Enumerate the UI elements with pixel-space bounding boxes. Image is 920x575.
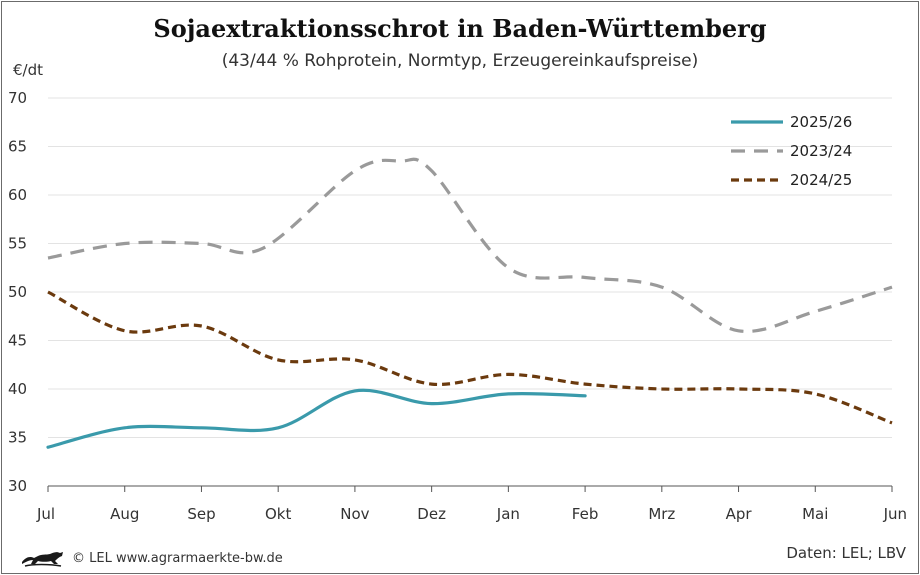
chart-subtitle: (43/44 % Rohprotein, Normtyp, Erzeugerei… bbox=[221, 51, 699, 71]
x-tick-label-Jan: Jan bbox=[496, 505, 520, 523]
y-axis-label: €/dt bbox=[13, 61, 43, 79]
y-tick-label-50: 50 bbox=[8, 283, 27, 301]
legend-label-2025-26: 2025/26 bbox=[790, 113, 852, 131]
y-tick-label-60: 60 bbox=[8, 186, 27, 204]
copyright-text: © LEL www.agrarmaerkte-bw.de bbox=[72, 550, 283, 566]
x-tick-label-Mrz: Mrz bbox=[648, 505, 675, 523]
series-line-2024-25 bbox=[47, 290, 893, 425]
grid-lines bbox=[48, 97, 892, 438]
y-tick-label-65: 65 bbox=[8, 138, 27, 156]
series-lines bbox=[46, 157, 893, 449]
series-line-2025-26 bbox=[46, 388, 587, 449]
y-tick-label-45: 45 bbox=[8, 332, 27, 350]
legend-label-2023-24: 2023/24 bbox=[790, 142, 852, 160]
y-tick-label-35: 35 bbox=[8, 429, 27, 447]
y-tick-label-55: 55 bbox=[8, 235, 27, 253]
x-tick-label-Mai: Mai bbox=[802, 505, 828, 523]
y-tick-label-30: 30 bbox=[8, 477, 27, 495]
legend: 2025/26 2023/24 2024/25 bbox=[731, 113, 852, 189]
x-tick-label-Okt: Okt bbox=[265, 505, 291, 523]
x-axis: Jul Aug Sep Okt Nov Dez Jan Feb Mrz Apr Mai Jun bbox=[36, 485, 907, 523]
x-tick-label-Feb: Feb bbox=[572, 505, 599, 523]
footer-copyright: © LEL www.agrarmaerkte-bw.de bbox=[20, 547, 283, 569]
y-axis-ticks: 30 35 40 45 50 55 60 65 70 bbox=[8, 89, 27, 495]
y-tick-label-40: 40 bbox=[8, 380, 27, 398]
chart-title: Sojaextraktionsschrot in Baden-Württembe… bbox=[153, 14, 767, 43]
x-tick-label-Apr: Apr bbox=[726, 505, 753, 523]
x-tick-label-Aug: Aug bbox=[110, 505, 139, 523]
x-tick-label-Dez: Dez bbox=[417, 505, 446, 523]
series-line-2023-24 bbox=[47, 157, 893, 334]
legend-label-2024-25: 2024/25 bbox=[790, 171, 852, 189]
x-tick-label-Nov: Nov bbox=[340, 505, 369, 523]
y-tick-label-70: 70 bbox=[8, 89, 27, 107]
data-source: Daten: LEL; LBV bbox=[786, 544, 906, 562]
lion-logo-icon bbox=[22, 552, 63, 567]
x-tick-label-Sep: Sep bbox=[187, 505, 215, 523]
x-tick-label-Jul: Jul bbox=[36, 505, 55, 523]
x-tick-label-Jun: Jun bbox=[883, 505, 907, 523]
